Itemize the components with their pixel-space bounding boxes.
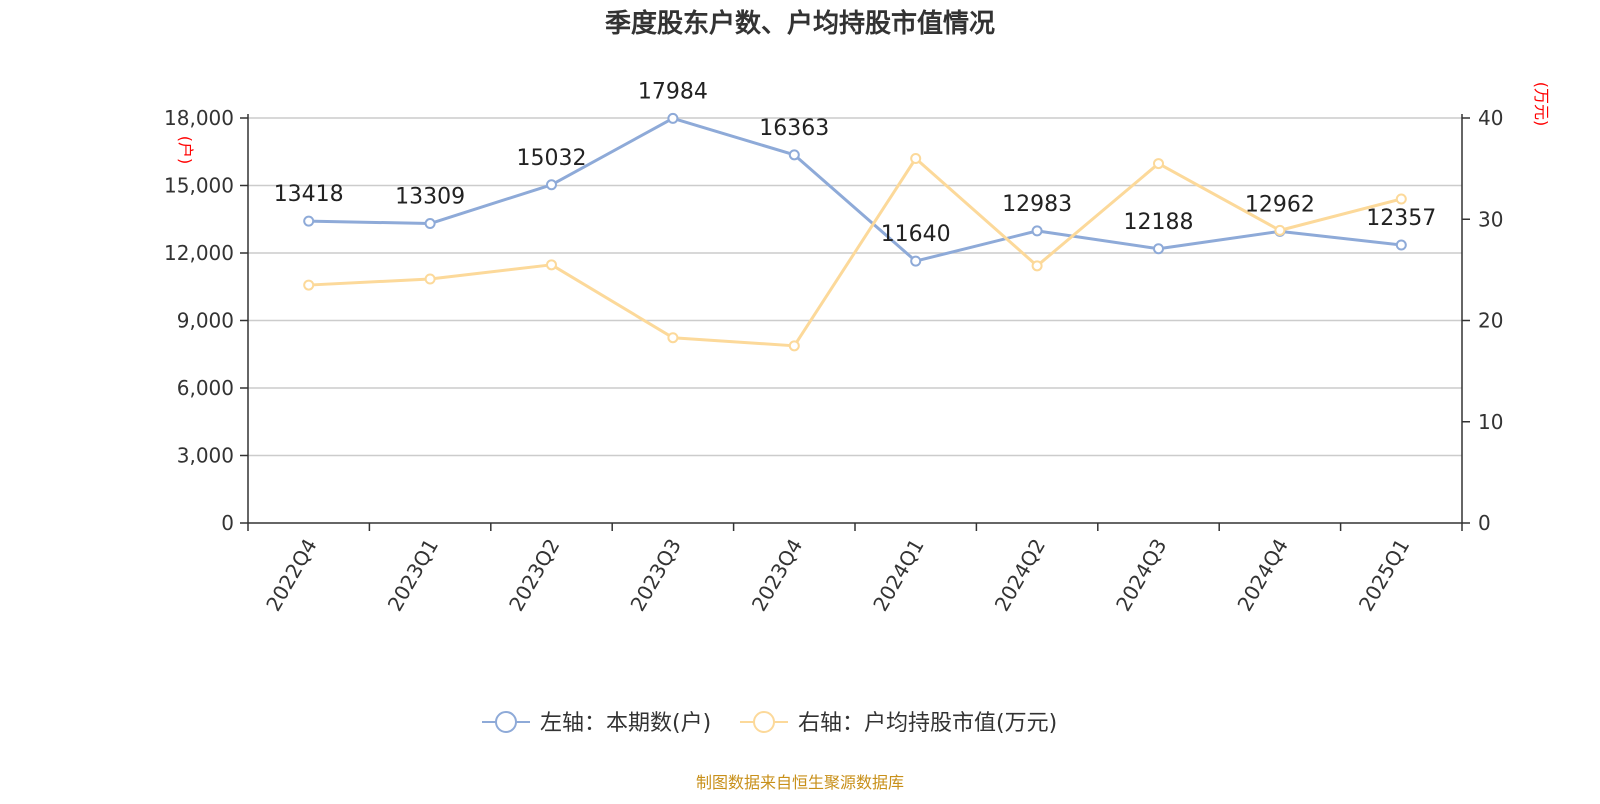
series-line-2: [308, 157, 1402, 348]
data-label: 12962: [1245, 192, 1315, 217]
series-2-point: [424, 273, 436, 285]
data-label: 13309: [395, 185, 465, 210]
series-2-point: [788, 340, 800, 352]
x-tick-label: 2025Q1: [1354, 535, 1414, 616]
y-right-tick-label: 20: [1478, 309, 1503, 333]
data-label: 11640: [881, 222, 951, 247]
series-2-point: [1153, 158, 1164, 170]
x-tick-label: 2023Q4: [747, 535, 807, 616]
y-left-tick-label: 18,000: [164, 106, 234, 130]
legend-label-2: 右轴：户均持股市值(万元): [798, 711, 1057, 736]
data-label: 12983: [1002, 192, 1072, 217]
series-2-point: [910, 153, 922, 164]
series-2-point: [1031, 260, 1043, 272]
axes: 0 3,000 6,000 9,000 12,000 15,000 18,000 0 10 20 3…: [164, 82, 1551, 615]
series-1-point: [1153, 243, 1164, 255]
legend-marker-2: [753, 711, 775, 733]
series-1-point: [546, 179, 557, 191]
data-label: 15032: [517, 146, 587, 171]
y-left-tick-label: 3,000: [177, 444, 234, 468]
series-line-1: [308, 116, 1402, 263]
y-left-tick-label: 15,000: [164, 174, 234, 198]
series-1-point: [1031, 225, 1043, 237]
series-1-point: [667, 112, 679, 124]
x-tick-label: 2023Q3: [625, 535, 685, 616]
y-right-tick-label: 30: [1478, 207, 1503, 231]
data-label: 12188: [1124, 210, 1194, 235]
series-1-point: [910, 255, 922, 267]
y-right-tick-label: 10: [1478, 410, 1503, 434]
x-tick-label: 2024Q2: [990, 535, 1050, 616]
y-left-tick-label: 9,000: [177, 309, 234, 333]
y-right-tick-label: 0: [1478, 511, 1491, 535]
y-left-tick-label: 6,000: [177, 376, 234, 400]
series-2-point: [303, 279, 315, 291]
series-1-point: [303, 215, 315, 227]
series-1-point: [1395, 239, 1407, 251]
series-2-point: [1395, 193, 1407, 205]
data-label: 12357: [1366, 206, 1436, 231]
series-2-point: [546, 259, 557, 271]
y-left-tick-label: 12,000: [164, 241, 234, 265]
x-tick-label: 2022Q4: [261, 535, 321, 616]
x-tick-label: 2023Q2: [504, 535, 564, 616]
x-tick-label: 2024Q4: [1232, 535, 1292, 616]
y-right-tick-label: 40: [1478, 106, 1503, 130]
data-label: 13418: [274, 182, 344, 207]
series-layer: [303, 112, 1407, 352]
legend-marker-1: [495, 711, 517, 733]
x-tick-label: 2023Q1: [383, 535, 443, 616]
grid-lines: [248, 117, 1462, 457]
chart-title: 季度股东户数、户均持股市值情况: [605, 8, 995, 39]
series-2-point: [1274, 224, 1286, 236]
data-label: 16363: [759, 116, 829, 141]
series-2-point: [667, 332, 679, 344]
legend-label-1: 左轴：本期数(户): [540, 711, 711, 736]
data-label: 17984: [638, 79, 708, 104]
x-tick-label: 2024Q1: [868, 535, 928, 616]
series-1-point: [424, 218, 436, 230]
y-right-unit: (万元): [1532, 82, 1551, 127]
series-1-point: [788, 149, 800, 161]
y-left-unit: (户): [176, 136, 195, 165]
legend[interactable]: 左轴：本期数(户) 右轴：户均持股市值(万元): [482, 711, 1057, 736]
data-labels: 13418 13309 15032 17984 16363 11640 12983 12188…: [274, 79, 1437, 247]
y-left-tick-label: 0: [221, 511, 234, 535]
x-tick-label: 2024Q3: [1111, 535, 1171, 616]
source-note: 制图数据来自恒生聚源数据库: [696, 773, 904, 792]
